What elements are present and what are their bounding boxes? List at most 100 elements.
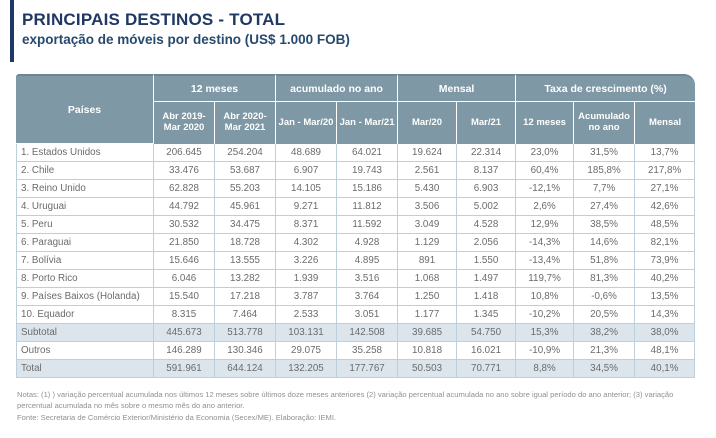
col-group-3: Taxa de crescimento (%) — [516, 74, 696, 102]
cell-value: 3.516 — [337, 270, 399, 288]
col-subheader-3: Jan - Mar/21 — [337, 102, 399, 144]
cell-value: 64.021 — [337, 144, 399, 162]
cell-value: 5.430 — [398, 180, 458, 198]
cell-value: 44.792 — [154, 198, 215, 216]
cell-value: 8,8% — [516, 360, 575, 378]
cell-value: 4.528 — [457, 216, 517, 234]
cell-value: 51,8% — [574, 252, 636, 270]
cell-value: 10.818 — [398, 342, 458, 360]
page-subtitle: exportação de móveis por destino (US$ 1.… — [22, 32, 350, 47]
table-row: 9. Países Baixos (Holanda) 15.540 17.218 3.… — [16, 288, 696, 306]
cell-value: 34.475 — [215, 216, 277, 234]
col-group-0: 12 meses — [154, 74, 277, 102]
cell-value: 54.750 — [457, 324, 517, 342]
cell-value: 38,5% — [574, 216, 636, 234]
cell-value: 23,0% — [516, 144, 575, 162]
table-row: 1. Estados Unidos 206.645 254.204 48.689 64.… — [16, 144, 696, 162]
row-label: Subtotal — [16, 324, 154, 342]
row-label: 10. Equador — [16, 306, 154, 324]
source-text: Fonte: Secretaria de Comércio Exterior/M… — [17, 413, 337, 422]
cell-value: 1.345 — [457, 306, 517, 324]
col-subheader-6: 12 meses — [516, 102, 575, 144]
cell-value: 13.282 — [215, 270, 277, 288]
table-row: Outros 146.289 130.346 29.075 35.258 10.818 16… — [16, 342, 696, 360]
cell-value: 1.177 — [398, 306, 458, 324]
table-row: 10. Equador 8.315 7.464 2.533 3.051 1.177 1.34… — [16, 306, 696, 324]
cell-value: 53.687 — [215, 162, 277, 180]
cell-value: 11.592 — [337, 216, 399, 234]
table-row: 5. Peru 30.532 34.475 8.371 11.592 3.049 4.528… — [16, 216, 696, 234]
cell-value: 445.673 — [154, 324, 215, 342]
cell-value: 73,9% — [635, 252, 696, 270]
row-label: 4. Uruguai — [16, 198, 154, 216]
table-row: 6. Paraguai 21.850 18.728 4.302 4.928 1.129 2.… — [16, 234, 696, 252]
cell-value: 48,5% — [635, 216, 696, 234]
col-subheader-5: Mar/21 — [457, 102, 517, 144]
cell-value: 1.129 — [398, 234, 458, 252]
cell-value: 2.533 — [276, 306, 338, 324]
cell-value: 217,8% — [635, 162, 696, 180]
cell-value: 50.503 — [398, 360, 458, 378]
cell-value: 15.540 — [154, 288, 215, 306]
cell-value: 40,2% — [635, 270, 696, 288]
cell-value: 16.021 — [457, 342, 517, 360]
cell-value: 55.203 — [215, 180, 277, 198]
cell-value: 27,1% — [635, 180, 696, 198]
col-header-paises: Países — [16, 74, 154, 144]
cell-value: 206.645 — [154, 144, 215, 162]
cell-value: 14,6% — [574, 234, 636, 252]
row-label: 1. Estados Unidos — [16, 144, 154, 162]
left-accent-bar — [10, 0, 14, 62]
row-label: Total — [16, 360, 154, 378]
cell-value: 254.204 — [215, 144, 277, 162]
cell-value: 4.302 — [276, 234, 338, 252]
table-row: 8. Porto Rico 6.046 13.282 1.939 3.516 1.068 1… — [16, 270, 696, 288]
table-row: Total 591.961 644.124 132.205 177.767 50.503 7… — [16, 360, 696, 378]
table-body: 1. Estados Unidos 206.645 254.204 48.689 64.… — [16, 144, 696, 378]
report-header: PRINCIPAIS DESTINOS - TOTAL exportação d… — [22, 10, 350, 47]
row-label: 3. Reino Unido — [16, 180, 154, 198]
cell-value: 14.105 — [276, 180, 338, 198]
cell-value: 142.508 — [337, 324, 399, 342]
cell-value: 45.961 — [215, 198, 277, 216]
col-subheader-8: Mensal — [635, 102, 696, 144]
cell-value: 6.046 — [154, 270, 215, 288]
col-subheader-2: Jan - Mar/20 — [276, 102, 338, 144]
cell-value: 4.895 — [337, 252, 399, 270]
cell-value: 13,7% — [635, 144, 696, 162]
cell-value: 177.767 — [337, 360, 399, 378]
col-subheader-0: Abr 2019- Mar 2020 — [154, 102, 215, 144]
col-group-1: acumulado no ano — [276, 74, 399, 102]
cell-value: 3.506 — [398, 198, 458, 216]
cell-value: 10,8% — [516, 288, 575, 306]
cell-value: -10,2% — [516, 306, 575, 324]
table-row: 3. Reino Unido 62.828 55.203 14.105 15.186 5.… — [16, 180, 696, 198]
cell-value: 19.743 — [337, 162, 399, 180]
cell-value: 48,1% — [635, 342, 696, 360]
cell-value: 4.928 — [337, 234, 399, 252]
cell-value: 1.418 — [457, 288, 517, 306]
cell-value: 12,9% — [516, 216, 575, 234]
col-subheader-4: Mar/20 — [398, 102, 458, 144]
table-row: 2. Chile 33.476 53.687 6.907 19.743 2.561 8.13… — [16, 162, 696, 180]
cell-value: 11.812 — [337, 198, 399, 216]
cell-value: -13,4% — [516, 252, 575, 270]
cell-value: -12,1% — [516, 180, 575, 198]
cell-value: 34,5% — [574, 360, 636, 378]
table-header: Países 12 meses acumulado no ano Mensal Taxa… — [16, 74, 696, 144]
cell-value: 40,1% — [635, 360, 696, 378]
cell-value: 39.685 — [398, 324, 458, 342]
cell-value: 1.497 — [457, 270, 517, 288]
cell-value: 48.689 — [276, 144, 338, 162]
cell-value: 130.346 — [215, 342, 277, 360]
cell-value: 8.371 — [276, 216, 338, 234]
cell-value: 38,2% — [574, 324, 636, 342]
cell-value: 22.314 — [457, 144, 517, 162]
destinations-table: Países 12 meses acumulado no ano Mensal Taxa… — [16, 74, 696, 378]
cell-value: 82,1% — [635, 234, 696, 252]
cell-value: 6.903 — [457, 180, 517, 198]
cell-value: 132.205 — [276, 360, 338, 378]
table-row: 7. Bolívia 15.646 13.555 3.226 4.895 891 1.550… — [16, 252, 696, 270]
row-label: 2. Chile — [16, 162, 154, 180]
cell-value: -0,6% — [574, 288, 636, 306]
